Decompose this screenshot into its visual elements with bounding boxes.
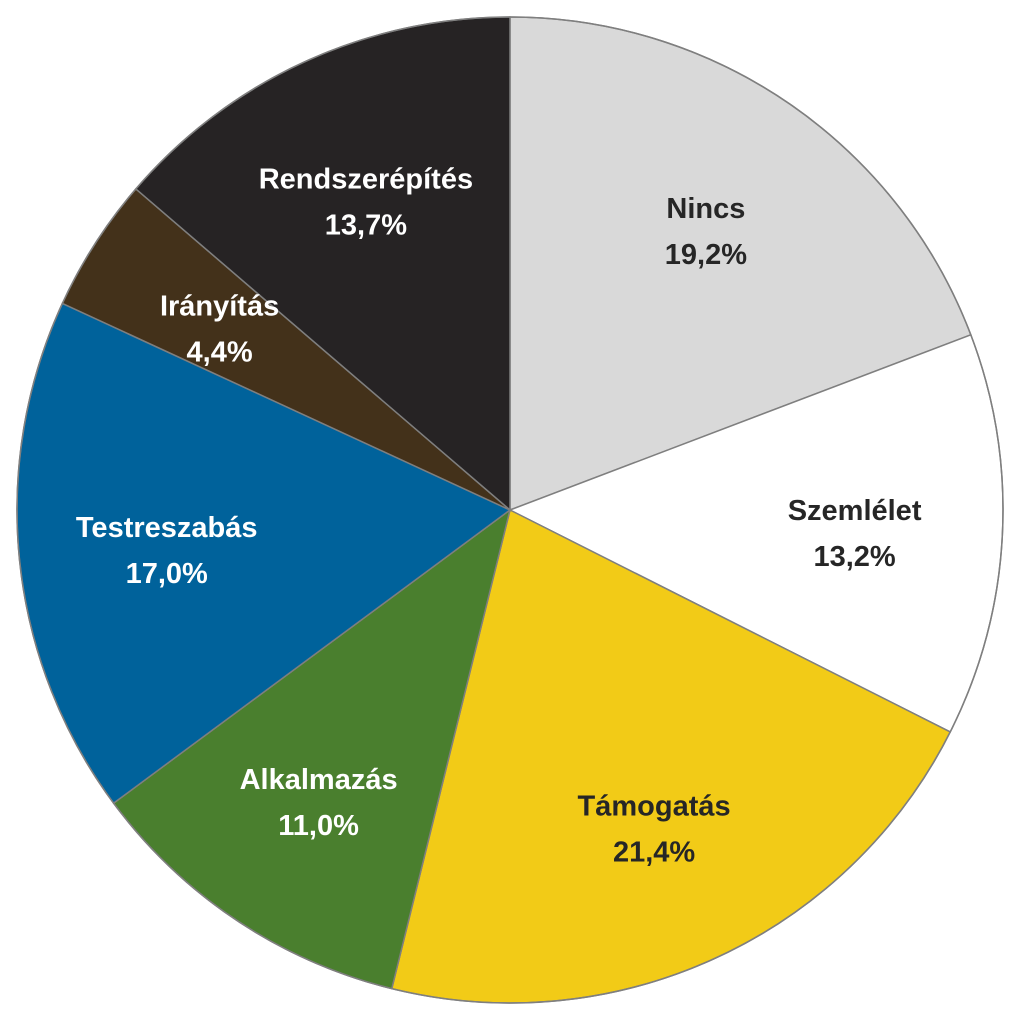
pie-labels: Nincs 19,2% Szemlélet 13,2% Támogatás 21,4% Al…	[76, 163, 922, 868]
slice-label-alkalmazas: Alkalmazás 11,0%	[240, 764, 398, 842]
slice-label-tamogatas: Támogatás 21,4%	[578, 791, 731, 869]
slice-value-label: 17,0%	[126, 558, 208, 590]
slice-value-label: 11,0%	[278, 810, 359, 842]
slice-category-label: Alkalmazás	[240, 764, 398, 796]
slice-label-nincs: Nincs 19,2%	[665, 193, 747, 271]
slice-category-label: Rendszerépítés	[259, 163, 473, 195]
slice-category-label: Testreszabás	[76, 512, 258, 544]
slice-label-rendszerepites: Rendszerépítés 13,7%	[259, 163, 473, 241]
pie-slices	[16, 16, 1004, 1004]
slice-value-label: 4,4%	[187, 337, 253, 369]
slice-category-label: Irányítás	[160, 291, 279, 323]
slice-value-label: 19,2%	[665, 239, 747, 271]
slice-label-iranyitas: Irányítás 4,4%	[160, 291, 279, 369]
slice-value-label: 13,2%	[813, 541, 895, 573]
pie-outline	[16, 16, 1004, 1004]
slice-value-label: 13,7%	[325, 209, 407, 241]
slice-label-testreszabas: Testreszabás 17,0%	[76, 512, 258, 590]
slice-category-label: Támogatás	[578, 791, 731, 823]
slice-category-label: Nincs	[666, 193, 745, 225]
slice-value-label: 21,4%	[613, 837, 695, 869]
slice-category-label: Szemlélet	[788, 495, 922, 527]
slice-label-szemlelet: Szemlélet 13,2%	[788, 495, 922, 573]
